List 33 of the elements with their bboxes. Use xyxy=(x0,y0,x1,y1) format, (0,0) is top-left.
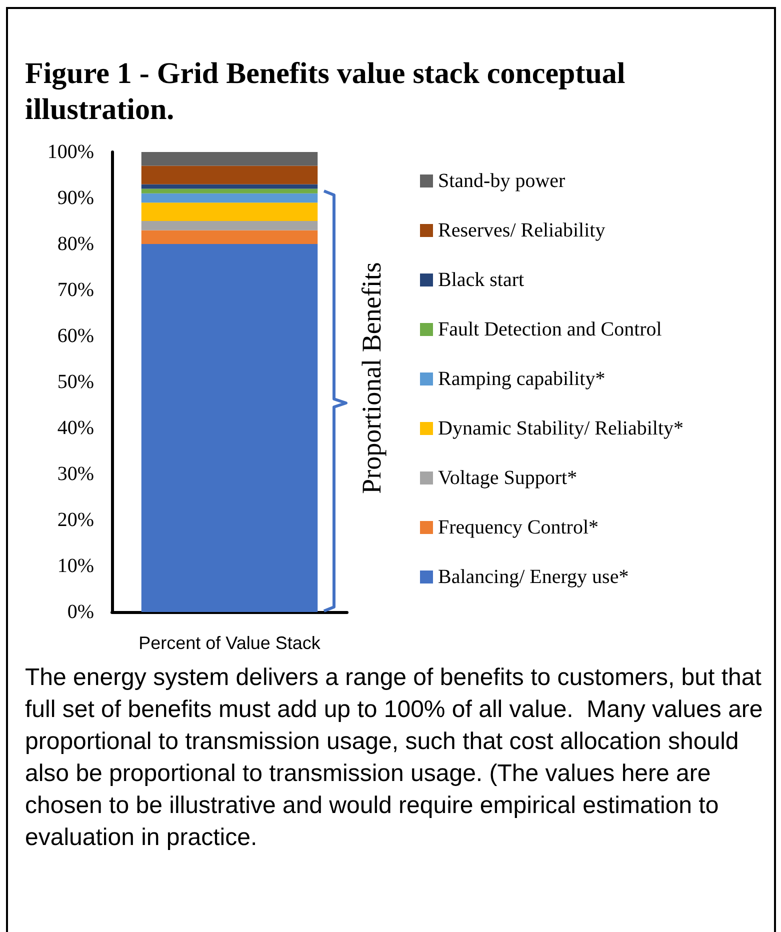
y-tick-label: 70% xyxy=(57,279,94,301)
x-tick-label: Percent of Value Stack xyxy=(138,633,322,653)
chart-title: Figure 1 - Grid Benefits value stack conceptual illustration. xyxy=(25,56,626,128)
legend-label: Voltage Support* xyxy=(438,467,578,489)
y-tick-label: 80% xyxy=(57,233,94,255)
legend-label: Balancing/ Energy use* xyxy=(438,566,629,588)
legend-label: Stand-by power xyxy=(438,170,566,192)
y-tick-label: 100% xyxy=(47,141,94,163)
y-tick-label: 90% xyxy=(57,187,94,209)
legend-label: Black start xyxy=(438,269,525,291)
y-tick-label: 0% xyxy=(67,601,94,623)
text: Proportional Benefits xyxy=(356,262,388,494)
legend-label: Frequency Control* xyxy=(438,516,599,538)
legend-label: Reserves/ Reliability xyxy=(438,220,606,242)
legend-label: Dynamic Stability/ Reliabilty* xyxy=(438,418,684,440)
bar xyxy=(141,188,318,194)
y-tick-label: 50% xyxy=(57,371,94,393)
bar xyxy=(141,221,318,230)
bar xyxy=(141,244,318,612)
bar xyxy=(141,193,318,203)
legend-label: Fault Detection and Control xyxy=(438,318,662,340)
bar xyxy=(141,152,318,166)
y-tick-label: 20% xyxy=(57,509,94,531)
y-tick-label: 30% xyxy=(57,463,94,485)
bar xyxy=(141,166,318,184)
text: The energy system delivers a range of benefits to customers, but that full set of benefits must add up to 100% of all value. Many values are proportional to transmission usage, such that cost allocation should also be proportional to transmission usage. (The values here are chosen to be illustrative and would require empirical estimation to evaluation in practice. xyxy=(25,663,764,853)
bar xyxy=(141,184,318,189)
y-tick-label: 60% xyxy=(57,325,94,347)
bar xyxy=(141,202,318,221)
y-tick-label: 40% xyxy=(57,417,94,439)
y-tick-label: 10% xyxy=(57,555,94,577)
bar xyxy=(141,230,318,244)
legend-label: Ramping capability* xyxy=(438,368,606,390)
